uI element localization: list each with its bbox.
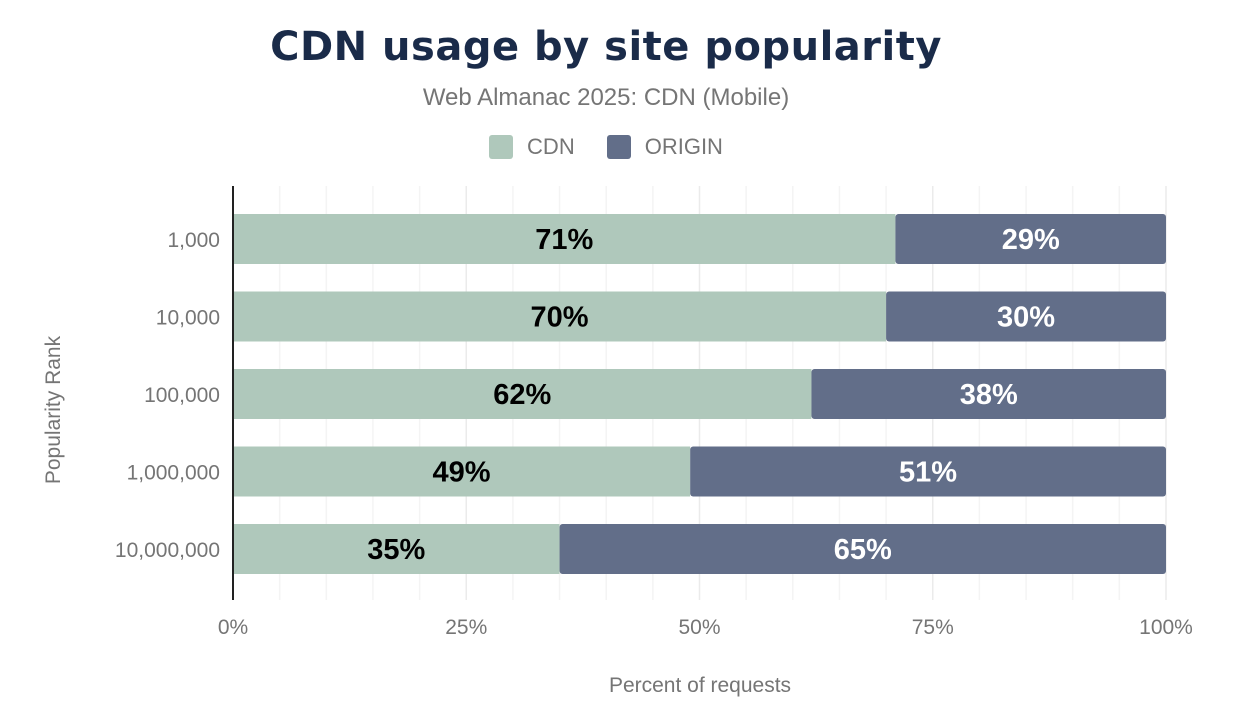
legend-swatch-origin — [606, 135, 631, 159]
x-tick-label: 100% — [1139, 616, 1193, 639]
legend-swatch-cdn — [489, 135, 514, 159]
x-axis-title: Percent of requests — [609, 674, 791, 697]
y-tick-label: 100,000 — [144, 384, 220, 407]
x-tick-label: 50% — [678, 616, 720, 639]
legend-item-cdn[interactable]: CDN — [489, 134, 575, 160]
bar-cdn — [233, 214, 896, 264]
data-label: 29% — [1002, 224, 1060, 256]
bar-cdn — [233, 369, 812, 419]
chart-subtitle: Web Almanac 2025: CDN (Mobile) — [422, 84, 790, 111]
data-label: 51% — [899, 457, 957, 489]
bar-cdn — [233, 291, 887, 342]
bar-origin — [886, 291, 1166, 342]
x-tick-label: 25% — [445, 616, 487, 639]
y-axis-title: Popularity Rank — [42, 335, 65, 484]
legend-label-cdn: CDN — [527, 134, 575, 159]
bar-origin — [690, 446, 1166, 497]
x-tick-label: 75% — [912, 616, 954, 639]
x-tick-label: 0% — [218, 616, 248, 639]
bar-cdn — [233, 524, 560, 574]
legend-label-origin: ORIGIN — [644, 134, 723, 159]
data-label: 65% — [834, 534, 892, 566]
bar-origin — [811, 369, 1166, 419]
y-tick-label: 10,000 — [156, 307, 220, 330]
data-label: 71% — [535, 224, 593, 256]
data-label: 30% — [997, 302, 1055, 334]
data-label: 35% — [367, 534, 425, 566]
bar-origin — [895, 214, 1166, 264]
chart-title: CDN usage by site popularity — [270, 24, 942, 70]
bar-origin — [559, 524, 1166, 574]
y-tick-label: 1,000,000 — [127, 462, 220, 485]
data-label: 70% — [531, 302, 589, 334]
y-tick-label: 10,000,000 — [115, 539, 220, 562]
data-label: 38% — [960, 379, 1018, 411]
data-label: 49% — [433, 457, 491, 489]
y-tick-label: 1,000 — [167, 229, 220, 252]
legend-item-origin[interactable]: ORIGIN — [606, 134, 723, 160]
bar-cdn — [233, 446, 691, 497]
data-label: 62% — [493, 379, 551, 411]
legend: CDN ORIGIN — [0, 134, 1212, 160]
